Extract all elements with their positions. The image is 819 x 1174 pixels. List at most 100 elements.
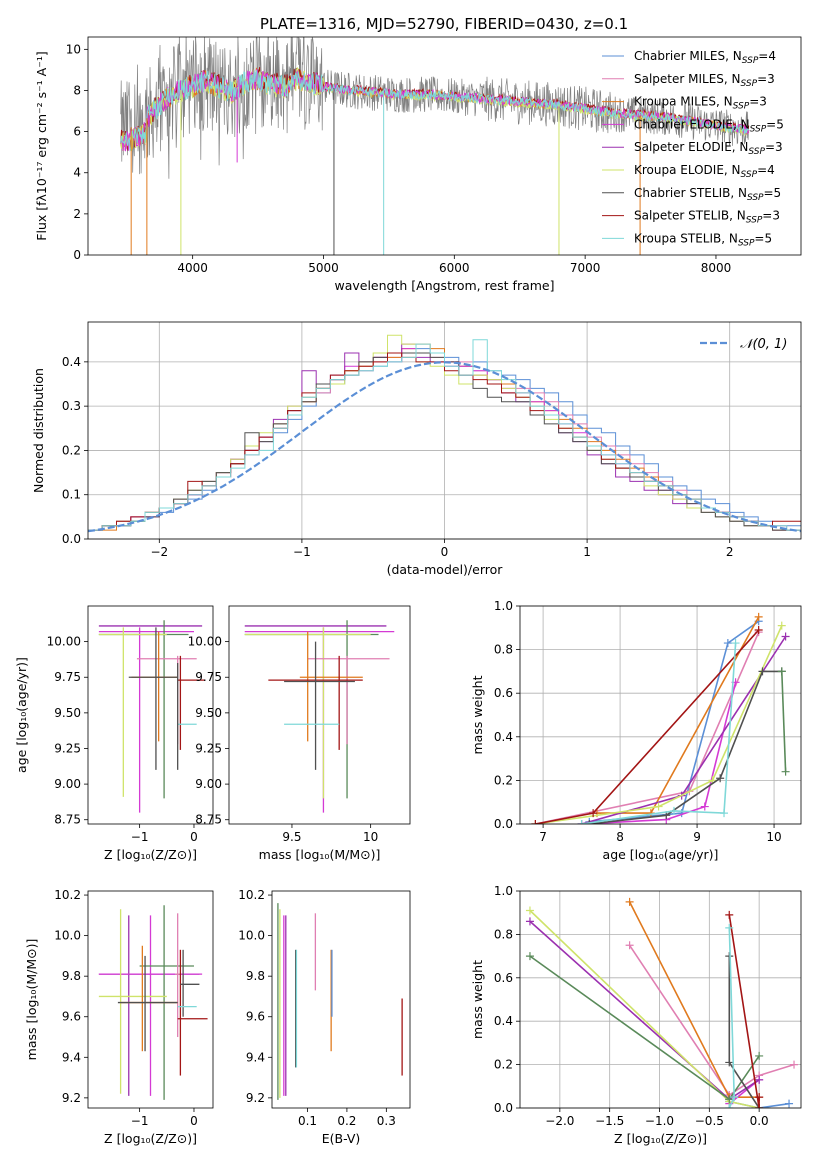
y-tick-label: 9.75	[54, 670, 81, 684]
x-tick-label: 0.2	[337, 1114, 356, 1128]
weight-marker	[777, 621, 786, 630]
weight-marker	[725, 910, 734, 919]
x-tick-label: 2	[726, 545, 734, 559]
x-tick-label: 0.0	[750, 1114, 769, 1128]
plot-area	[98, 620, 205, 813]
weight-marker	[777, 667, 786, 676]
y-tick-label: 10.00	[188, 635, 222, 649]
weight-line-chabrier_miles	[589, 620, 760, 823]
weight-marker	[625, 897, 634, 906]
axes-frame	[87, 36, 802, 256]
weight-marker	[716, 774, 725, 783]
x-tick-label: −1	[131, 830, 149, 844]
legend-label: Salpeter MILES, NSSP=3	[634, 72, 775, 89]
weight-line-kroupa_stelib	[581, 643, 737, 824]
y-tick-label: 4	[73, 166, 81, 180]
legend-label: Chabrier STELIB, NSSP=5	[634, 186, 781, 203]
weight-marker	[589, 809, 598, 818]
chart-mass_vs_ebv: 0.1 0.2 0.3 9.2 9.4 9.6 9.8 10.0 10.2 E(B-V)	[238, 888, 411, 1146]
y-tick-label: 0.0	[494, 1101, 513, 1115]
axes-frame	[271, 890, 411, 1109]
x-tick-label: 7000	[570, 261, 601, 275]
y-tick-label: 6	[73, 125, 81, 139]
weight-marker	[781, 767, 790, 776]
x-tick-label: 7	[539, 830, 547, 844]
y-axis-label: age [log₁₀(age/yr)]	[14, 657, 29, 773]
x-axis-label: age [log₁₀(age/yr)]	[603, 847, 719, 862]
weight-marker	[755, 1104, 764, 1108]
weight-line-green	[781, 671, 787, 772]
x-axis-label: Z [log₁₀(Z/Z⊙)]	[104, 847, 197, 862]
weight-marker	[525, 952, 534, 961]
weight-marker	[585, 820, 594, 824]
y-tick-label: 0.2	[62, 443, 81, 457]
weight-marker	[754, 625, 763, 634]
y-tick-label: 10.2	[54, 888, 81, 902]
histogram-kroupa_stelib	[88, 339, 801, 531]
weight-marker	[731, 639, 740, 648]
legend-label: Chabrier MILES, NSSP=4	[634, 49, 776, 66]
y-tick-label: 10.2	[238, 888, 265, 902]
legend-label: Chabrier ELODIE, NSSP=5	[634, 117, 784, 134]
x-axis-label: mass [log₁₀(M/M⊙)]	[259, 847, 381, 862]
y-tick-label: 8	[73, 83, 81, 97]
x-tick-label: −2.0	[545, 1114, 574, 1128]
x-tick-label: −1.5	[595, 1114, 624, 1128]
y-axis-label: mass [log₁₀(M/M⊙)]	[24, 939, 39, 1061]
x-tick-label: 1	[583, 545, 591, 559]
y-axis-label: mass weight	[470, 675, 485, 754]
legend-label: Kroupa STELIB, NSSP=5	[634, 231, 772, 248]
plot-area	[531, 612, 790, 824]
y-tick-label: 10.0	[238, 929, 265, 943]
weight-marker	[720, 809, 729, 818]
y-tick-label: 9.25	[54, 741, 81, 755]
weight-marker	[725, 1095, 734, 1104]
x-tick-label: 0	[190, 830, 198, 844]
x-tick-label: 9.5	[282, 830, 301, 844]
x-tick-label: 0.1	[298, 1114, 317, 1128]
weight-marker	[781, 632, 790, 641]
legend-label: Salpeter ELODIE, NSSP=3	[634, 140, 783, 157]
y-tick-label: 9.75	[195, 670, 222, 684]
weight-marker	[577, 820, 586, 824]
y-tick-label: 9.6	[246, 1010, 265, 1024]
y-tick-label: 9.00	[54, 777, 81, 791]
weight-line-chabrier_elodie	[581, 682, 737, 824]
observed-spectrum-line	[120, 37, 750, 179]
residuals-legend: 𝒩(0, 1)	[700, 337, 787, 352]
legend-label: 𝒩(0, 1)	[740, 337, 787, 352]
y-tick-label: 9.6	[62, 1010, 81, 1024]
axes-frame	[519, 605, 802, 825]
y-tick-label: 8.75	[195, 813, 222, 827]
y-tick-label: 10	[66, 42, 81, 56]
y-tick-label: 10.0	[54, 929, 81, 943]
weight-marker	[725, 1104, 734, 1108]
x-axis-label: wavelength [Angstrom, rest frame]	[334, 278, 554, 293]
x-tick-label: 10	[363, 830, 378, 844]
weight-marker	[730, 1093, 739, 1102]
chart-spectrum: 4000 5000 6000 7000 8000 0 2 4 6 8 10 wavelength [A…	[34, 36, 802, 293]
plot-area	[277, 903, 403, 1100]
weight-marker	[790, 1060, 799, 1069]
y-tick-label: 0.8	[494, 643, 513, 657]
x-tick-label: 0	[441, 545, 449, 559]
chart-massweight_vs_z: −2.0 −1.5 −1.0 −0.5 0.0 0.0 0.2 0.4 0.6 0.8 1.0 Z […	[470, 884, 802, 1146]
normal-curve	[88, 361, 801, 533]
y-tick-label: 9.8	[62, 969, 81, 983]
y-axis-label: Normed distribution	[31, 368, 46, 493]
x-tick-label: −1	[131, 1114, 149, 1128]
y-tick-label: 9.50	[195, 706, 222, 720]
weight-marker	[669, 806, 678, 815]
x-tick-label: −1.0	[645, 1114, 674, 1128]
x-tick-label: 10	[766, 830, 781, 844]
x-tick-label: 0.3	[377, 1114, 396, 1128]
y-tick-label: 0.1	[62, 488, 81, 502]
y-tick-label: 9.4	[62, 1050, 81, 1064]
y-tick-label: 0.2	[494, 1058, 513, 1072]
chart-mass_vs_z: −1 0 9.2 9.4 9.6 9.8 10.0 10.2 Z [log₁₀(Z/Z⊙)] ma…	[24, 888, 214, 1146]
weight-line-kroupa_elodie	[535, 625, 783, 824]
weight-marker	[785, 1099, 794, 1108]
axes-frame	[87, 321, 802, 540]
y-tick-label: 0.6	[494, 686, 513, 700]
y-tick-label: 9.8	[246, 969, 265, 983]
